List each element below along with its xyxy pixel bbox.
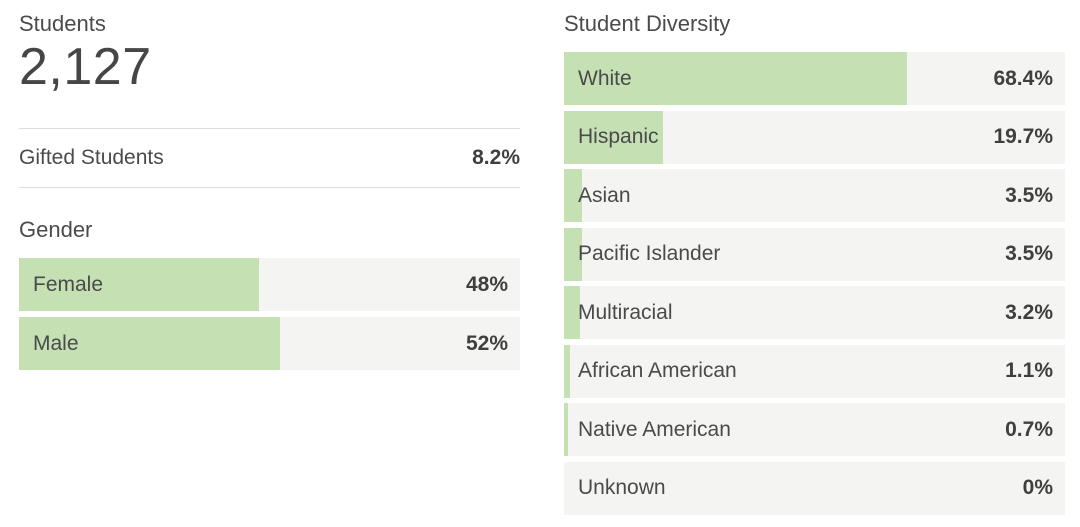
bar-value: 0%: [1022, 476, 1053, 499]
bar-label: Female: [33, 272, 104, 296]
bar-value: 0.7%: [1005, 417, 1053, 441]
bar-row-pacific-islander: Pacific Islander 3.5%: [564, 227, 1065, 281]
bar-label: Pacific Islander: [578, 242, 721, 265]
bar-value: 68.4%: [993, 66, 1053, 90]
bar-row-white: White 68.4%: [564, 52, 1065, 105]
gender-heading: Gender: [19, 217, 93, 242]
bar-row-male: Male 52%: [19, 317, 520, 370]
bar-value: 19.7%: [993, 125, 1053, 148]
gender-bar-chart: Female 48% Male 52%: [19, 258, 520, 370]
diversity-bar-chart: White 68.4% Hispanic 19.7% Asian 3.5% Pacific …: [564, 52, 1065, 515]
bar-row-african-american: African American 1.1%: [564, 344, 1065, 398]
bar-row-female: Female 48%: [19, 258, 520, 311]
bar-label: Multiracial: [578, 300, 673, 324]
bar-fill: [564, 403, 568, 456]
bar-value: 1.1%: [1005, 359, 1053, 382]
bar-fill: [564, 169, 582, 222]
bar-label: Native American: [578, 417, 731, 441]
divider: [19, 128, 520, 129]
bar-row-hispanic: Hispanic 19.7%: [564, 110, 1065, 164]
bar-label: African American: [578, 359, 737, 382]
bar-row-asian: Asian 3.5%: [564, 169, 1065, 222]
bar-fill: [19, 258, 260, 311]
bar-fill: [564, 52, 907, 105]
bar-row-unknown: Unknown 0%: [564, 461, 1065, 515]
bar-label: Unknown: [578, 476, 666, 499]
bar-row-native-american: Native American 0.7%: [564, 403, 1065, 456]
bar-label: Asian: [578, 183, 631, 207]
bar-fill: [564, 286, 581, 339]
diversity-heading: Student Diversity: [564, 11, 731, 36]
bar-label: Male: [33, 331, 79, 355]
gifted-students-row: Gifted Students 8.2%: [19, 129, 520, 187]
bar-value: 52%: [465, 331, 508, 355]
bar-fill: [564, 110, 663, 164]
students-count: 2,127: [19, 38, 152, 96]
bar-value: 3.5%: [1005, 183, 1053, 207]
bar-fill: [564, 344, 570, 398]
students-section: Students 2,127 Gifted Students 8.2% Gend…: [19, 0, 520, 370]
bar-label: White: [578, 66, 632, 90]
bar-row-multiracial: Multiracial 3.2%: [564, 286, 1065, 339]
bar-label: Hispanic: [578, 125, 659, 148]
gifted-students-value: 8.2%: [472, 146, 520, 169]
divider: [19, 187, 520, 188]
bar-value: 3.2%: [1005, 300, 1053, 324]
bar-fill: [19, 317, 280, 370]
bar-fill: [564, 227, 582, 281]
bar-value: 3.5%: [1005, 242, 1053, 265]
diversity-section: Student Diversity White 68.4% Hispanic 19.7…: [564, 0, 1065, 515]
gifted-students-label: Gifted Students: [19, 146, 164, 169]
bar-value: 48%: [465, 272, 508, 296]
students-heading: Students: [19, 11, 106, 36]
